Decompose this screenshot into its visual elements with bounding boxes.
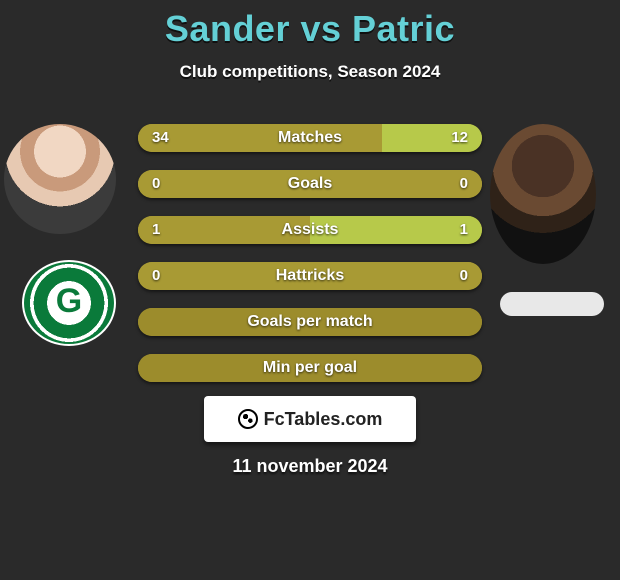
stat-bar: Assists1 1 <box>138 216 482 244</box>
stat-bar-label: Assists <box>138 216 482 244</box>
stat-bar-left-value: 0 <box>152 262 160 290</box>
stat-bar-label: Matches <box>138 124 482 152</box>
watermark-text: FcTables.com <box>264 409 383 430</box>
stat-bar-left-value: 1 <box>152 216 160 244</box>
snapshot-date: 11 november 2024 <box>0 456 620 477</box>
page-title: Sander vs Patric <box>0 8 620 50</box>
comparison-infographic: Sander vs Patric Club competitions, Seas… <box>0 0 620 580</box>
stat-bar: Goals per match <box>138 308 482 336</box>
stat-bar: Matches34 12 <box>138 124 482 152</box>
football-icon <box>238 409 258 429</box>
stat-bar: Hattricks0 0 <box>138 262 482 290</box>
stat-bar-label: Hattricks <box>138 262 482 290</box>
player-right-avatar <box>490 124 596 264</box>
subtitle: Club competitions, Season 2024 <box>0 62 620 82</box>
player-left-club-badge: G <box>22 260 116 346</box>
stat-bar-right-value: 12 <box>451 124 468 152</box>
stat-bar-right-value: 0 <box>460 170 468 198</box>
source-watermark: FcTables.com <box>204 396 416 442</box>
stat-bar-label: Goals <box>138 170 482 198</box>
stat-bar-right-value: 1 <box>460 216 468 244</box>
stat-bar: Min per goal <box>138 354 482 382</box>
stat-bar-left-value: 0 <box>152 170 160 198</box>
stat-bar-left-value: 34 <box>152 124 169 152</box>
player-right-club-badge <box>500 292 604 316</box>
club-badge-letter: G <box>56 282 82 321</box>
stat-bar-right-value: 0 <box>460 262 468 290</box>
stat-bar: Goals0 0 <box>138 170 482 198</box>
stat-bars: Matches3412Goals00Assists11Hattricks00Go… <box>138 124 482 400</box>
stat-bar-label: Goals per match <box>138 308 482 336</box>
stat-bar-label: Min per goal <box>138 354 482 382</box>
player-left-avatar <box>4 124 116 234</box>
